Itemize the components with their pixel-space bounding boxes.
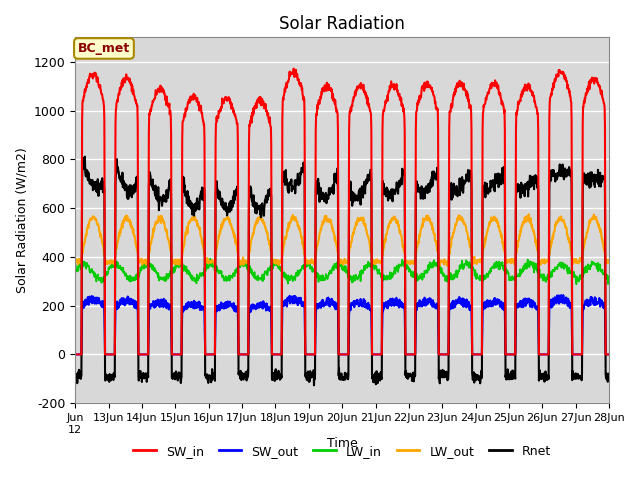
Line: SW_out: SW_out [75,295,609,354]
SW_in [468,239,476,244]
SW_out [328,296,335,301]
SW_out [468,305,476,311]
LW_in [468,262,476,268]
Rnet [71,373,79,379]
LW_in [546,273,554,278]
Rnet [81,154,89,159]
SW_out [155,300,163,306]
Rnet [598,175,606,181]
SW_in [546,95,554,101]
Y-axis label: Solar Radiation (W/m2): Solar Radiation (W/m2) [15,147,28,293]
Rnet [547,168,554,174]
SW_in [290,66,298,72]
SW_in [328,89,336,95]
LW_in [598,267,606,273]
LW_out [598,237,606,243]
Title: Solar Radiation: Solar Radiation [279,15,405,33]
LW_in [71,269,79,275]
LW_in [328,267,336,273]
SW_in [598,92,606,97]
Rnet [310,383,318,388]
LW_in [605,274,612,280]
LW_out [71,257,79,263]
Legend: SW_in, SW_out, LW_in, LW_out, Rnet: SW_in, SW_out, LW_in, LW_out, Rnet [129,440,556,463]
LW_out [525,212,532,217]
Rnet [328,186,336,192]
LW_in [155,273,163,278]
Line: SW_in: SW_in [75,69,609,354]
SW_out [598,301,606,307]
SW_in [71,351,79,357]
SW_out [318,298,326,304]
LW_out [468,252,476,258]
SW_out [605,351,612,357]
Text: BC_met: BC_met [78,42,130,55]
Rnet [155,207,163,213]
Rnet [468,371,476,376]
Line: LW_in: LW_in [75,259,609,284]
SW_in [155,86,163,92]
LW_in [573,281,580,287]
LW_in [318,273,326,278]
SW_out [546,300,554,306]
X-axis label: Time: Time [327,437,358,450]
SW_in [318,91,326,96]
Rnet [605,373,612,379]
Line: LW_out: LW_out [75,215,609,265]
SW_out [71,351,79,357]
Rnet [319,195,326,201]
Line: Rnet: Rnet [75,156,609,385]
SW_out [559,292,567,298]
SW_in [605,351,612,357]
LW_out [547,246,554,252]
LW_out [318,222,326,228]
LW_out [155,213,163,219]
LW_in [207,256,214,262]
LW_out [436,263,444,268]
LW_out [605,260,612,265]
LW_out [328,222,335,228]
